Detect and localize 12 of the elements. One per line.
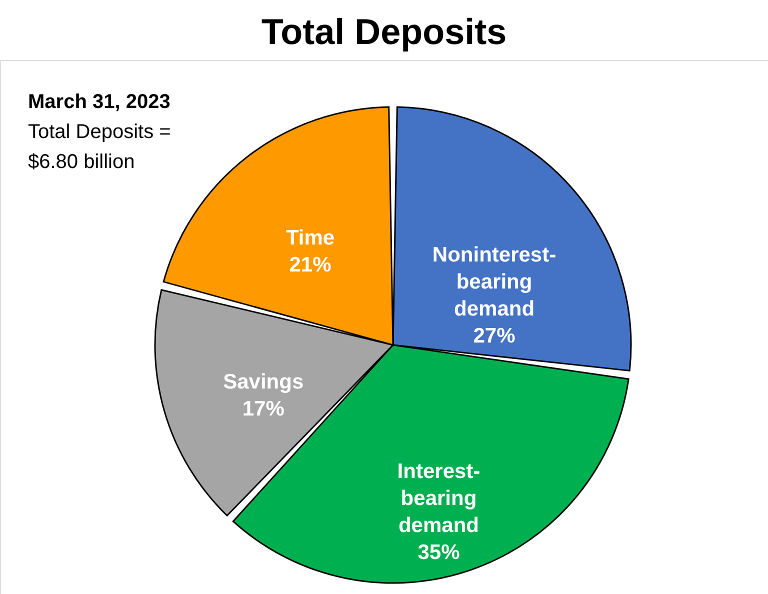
slice-label: Noninterest-bearing demand [432,244,556,321]
data-label: 17% [242,398,285,421]
text: $6.80 billion [28,151,135,173]
data-label: 35% [418,541,460,564]
slice-label: Interest-bearing demand [397,460,480,538]
chart-title: Total Deposits [261,11,507,52]
slice-label: Time [286,226,335,250]
text: Total Deposits = [28,121,171,143]
data-label: 21% [289,253,332,276]
data-label: 27% [473,324,516,348]
slice-label: Savings [223,370,304,394]
text: March 31, 2023 [28,91,170,113]
